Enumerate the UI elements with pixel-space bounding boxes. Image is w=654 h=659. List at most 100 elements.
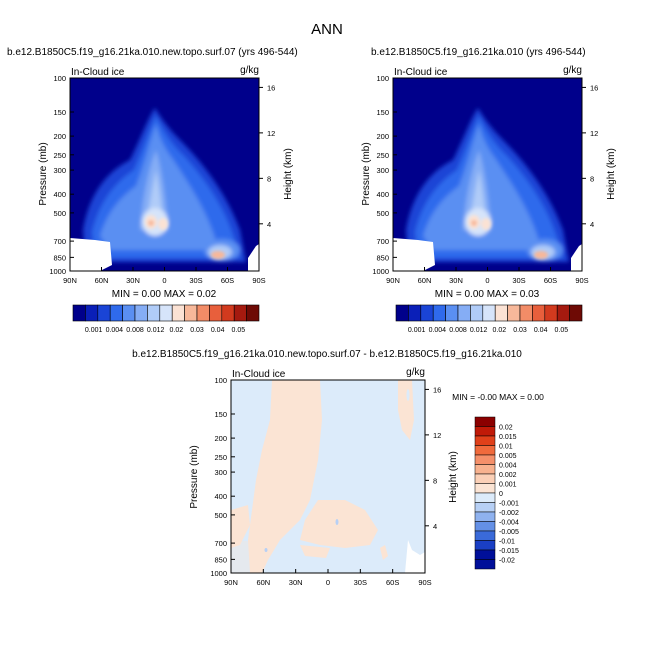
y-right-tick-label: 12: [267, 129, 275, 138]
panel-2-colorbar: 0.001 0.004 0.008 0.012 0.02 0.03 0.04 0.05: [395, 304, 583, 334]
y-tick-label: 200: [376, 132, 389, 141]
y-tick-label: 400: [53, 190, 66, 199]
y-tick-label: 150: [53, 108, 66, 117]
colorbar-label: 0.001: [85, 327, 103, 334]
colorbar-label: 0.008: [449, 327, 467, 334]
y-tick-label: 1000: [372, 267, 389, 276]
x-tick-label: 30S: [189, 276, 202, 285]
colorbar-label: -0.02: [499, 558, 515, 565]
y-right-tick-label: 16: [590, 83, 598, 92]
panel-2-contour-field: [393, 78, 582, 271]
x-tick-label: 90N: [386, 276, 400, 285]
panel-1-title: b.e12.B1850C5.f19_g16.21ka.010.new.topo.…: [7, 47, 298, 58]
panel-3-ylabel: Pressure (mb): [189, 445, 200, 508]
x-tick-label: 30N: [289, 578, 303, 587]
colorbar-swatch: [109, 304, 123, 322]
colorbar-label: 0.05: [232, 327, 246, 334]
colorbar-swatch: [474, 483, 496, 494]
colorbar-label: 0.02: [499, 425, 513, 432]
colorbar-label: -0.001: [499, 501, 519, 508]
colorbar-label: 0.02: [170, 327, 184, 334]
colorbar-swatch: [159, 304, 173, 322]
y-tick-label: 850: [214, 555, 227, 564]
colorbar-label: 0.001: [499, 482, 517, 489]
colorbar-swatch: [122, 304, 136, 322]
colorbar-swatch: [474, 540, 496, 551]
y-right-tick-label: 4: [267, 220, 271, 229]
panel-1-units: g/kg: [240, 65, 259, 76]
colorbar-swatch: [246, 304, 260, 322]
y-tick-label: 100: [376, 74, 389, 83]
colorbar-swatch: [474, 464, 496, 475]
colorbar-label: -0.015: [499, 548, 519, 555]
y-right-tick-label: 8: [590, 174, 594, 183]
colorbar-swatch: [569, 304, 583, 322]
colorbar-swatch: [233, 304, 247, 322]
x-tick-label: 60S: [544, 276, 557, 285]
panel-2-ylabel-right: Height (km): [606, 148, 617, 200]
y-tick-label: 400: [214, 492, 227, 501]
colorbar-label: 0.04: [211, 327, 225, 334]
colorbar-swatch: [474, 445, 496, 456]
x-tick-label: 60N: [95, 276, 109, 285]
colorbar-label: -0.004: [499, 520, 519, 527]
y-right-tick-label: 12: [433, 431, 441, 440]
y-tick-label: 500: [53, 209, 66, 218]
x-tick-label: 90S: [575, 276, 588, 285]
colorbar-swatch: [494, 304, 508, 322]
colorbar-swatch: [134, 304, 148, 322]
y-right-tick-label: 16: [267, 83, 275, 92]
panel-1: b.e12.B1850C5.f19_g16.21ka.010.new.topo.…: [7, 47, 298, 334]
colorbar-swatch: [470, 304, 484, 322]
y-tick-label: 100: [214, 376, 227, 385]
colorbar-swatch: [482, 304, 496, 322]
colorbar-swatch: [184, 304, 198, 322]
panel-3-field-label: In-Cloud ice: [232, 369, 286, 380]
panel-1-ylabel-right: Height (km): [283, 148, 294, 200]
y-tick-label: 500: [376, 209, 389, 218]
colorbar-swatch: [519, 304, 533, 322]
colorbar-label: 0.03: [190, 327, 204, 334]
colorbar-swatch: [171, 304, 185, 322]
colorbar-swatch: [474, 521, 496, 532]
panel-1-ylabel: Pressure (mb): [38, 142, 49, 205]
y-tick-label: 300: [376, 166, 389, 175]
y-right-tick-label: 8: [267, 174, 271, 183]
y-right-tick-label: 12: [590, 129, 598, 138]
colorbar-label: 0: [499, 491, 503, 498]
colorbar-swatch: [474, 530, 496, 541]
y-tick-label: 250: [214, 453, 227, 462]
colorbar-swatch: [507, 304, 521, 322]
panel-1-contour-field: [70, 78, 259, 271]
colorbar-label: 0.004: [499, 463, 517, 470]
colorbar-swatch: [209, 304, 223, 322]
colorbar-label: 0.005: [499, 453, 517, 460]
colorbar-swatch: [85, 304, 99, 322]
colorbar-swatch: [474, 559, 496, 570]
panel-3-title: b.e12.B1850C5.f19_g16.21ka.010.new.topo.…: [132, 349, 522, 360]
x-tick-label: 60N: [418, 276, 432, 285]
colorbar-swatch: [474, 454, 496, 465]
y-right-tick-label: 16: [433, 385, 441, 394]
x-tick-label: 90S: [252, 276, 265, 285]
y-tick-label: 150: [214, 410, 227, 419]
colorbar-label: -0.005: [499, 529, 519, 536]
y-tick-label: 500: [214, 511, 227, 520]
colorbar-swatch: [97, 304, 111, 322]
colorbar-swatch: [445, 304, 459, 322]
panel-1-stats: MIN = 0.00 MAX = 0.02: [112, 289, 217, 300]
panel-3: b.e12.B1850C5.f19_g16.21ka.010.new.topo.…: [132, 349, 544, 587]
x-tick-label: 90S: [418, 578, 431, 587]
colorbar-label: 0.05: [555, 327, 569, 334]
colorbar-swatch: [221, 304, 235, 322]
colorbar-swatch: [544, 304, 558, 322]
x-tick-label: 0: [326, 578, 330, 587]
panel-2: b.e12.B1850C5.f19_g16.21ka.010 (yrs 496-…: [361, 47, 617, 334]
y-tick-label: 850: [376, 253, 389, 262]
panel-1-field-label: In-Cloud ice: [71, 67, 125, 78]
page-title: ANN: [311, 21, 343, 38]
